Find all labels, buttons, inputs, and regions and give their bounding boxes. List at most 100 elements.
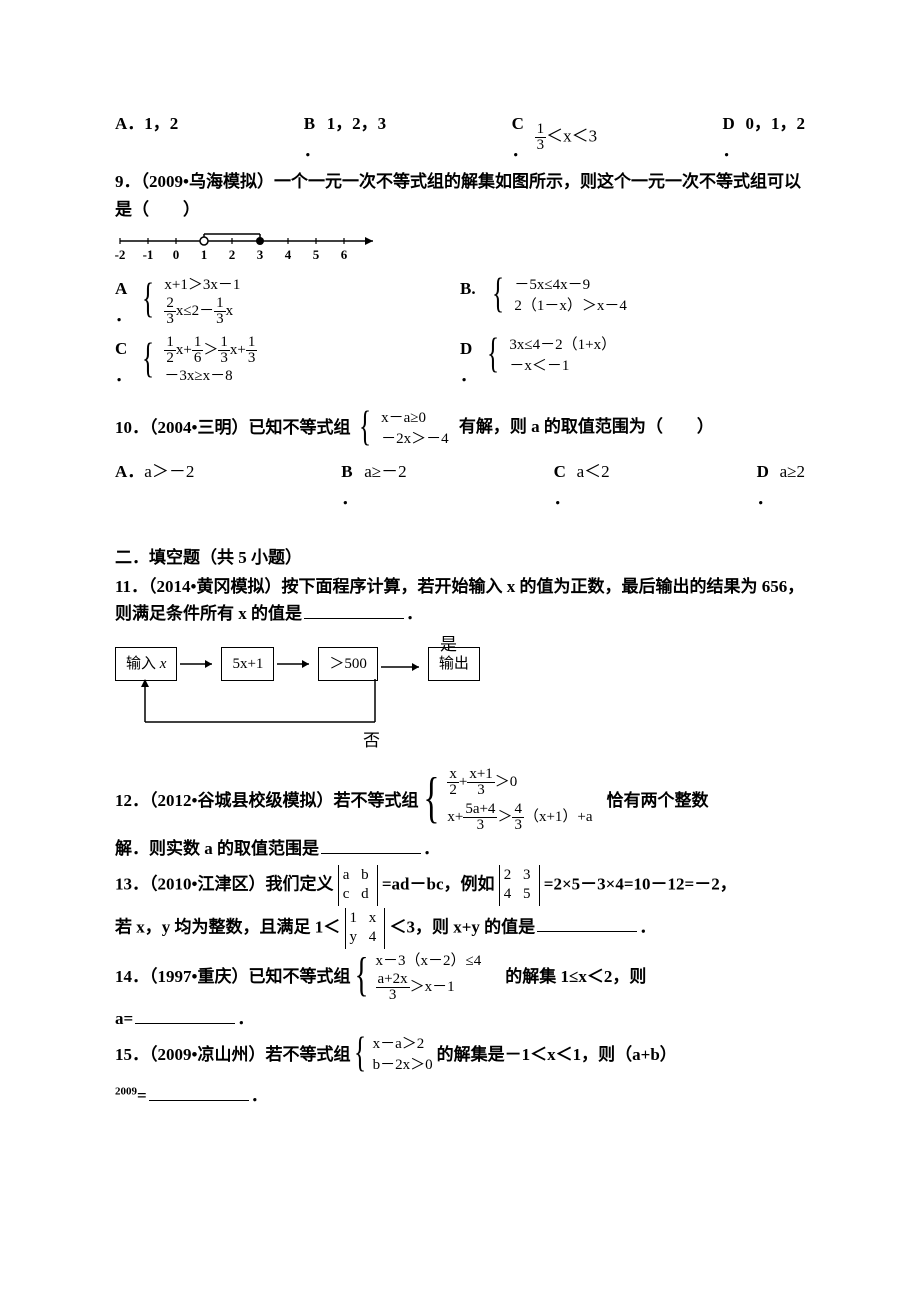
- opt-dot: ．: [512, 141, 529, 160]
- stem-text: a=: [115, 1009, 133, 1028]
- flow-no: 否: [363, 727, 380, 754]
- q9-opt-b: B. { －5x≤4x－9 2（1－x）＞x－4: [460, 275, 805, 317]
- stem-text: 11．（2014•黄冈模拟）按下面程序计算，若开始输入 x 的值为正数，最后输出…: [115, 577, 804, 623]
- opt-text: a＜2: [577, 458, 610, 485]
- answer-blank[interactable]: [135, 1009, 235, 1024]
- sys-line: x+1＞3x－1: [164, 275, 240, 296]
- opt-label: B: [341, 462, 352, 481]
- exponent: 2009: [115, 1085, 137, 1097]
- q14-stem: 14．（1997•重庆）已知不等式组 { x－3（x－2）≤4 a+2x3＞x－…: [115, 951, 805, 1003]
- answer-blank[interactable]: [537, 917, 637, 932]
- sys-line: －x＜－1: [509, 356, 616, 377]
- q8-opt-c: C ． 13＜x＜3: [512, 110, 598, 164]
- q13-line1: 13．（2010•江津区）我们定义 a bc d =ad－bc，例如 2 34 …: [115, 865, 805, 906]
- sys-line: x－3（x－2）≤4: [376, 951, 482, 972]
- opt-label: B: [304, 114, 315, 133]
- q10-options: A．a＞－2 B．a≥－2 C．a＜2 D．a≥2: [115, 458, 805, 512]
- stem-text: 15．（2009•凉山州）若不等式组: [115, 1041, 350, 1068]
- opt-label: C: [115, 339, 127, 358]
- q12-stem-cont: 解．则实数 a 的取值范围是 ．: [115, 835, 805, 862]
- frac-num: 1: [535, 122, 547, 138]
- q9-row2: C． { 12x+16＞13x+13 －3x≥x－8 D． { 3x≤4－2（1…: [115, 335, 805, 389]
- q10-opt-d: D．a≥2: [757, 458, 805, 512]
- flow-loop-arrow: [115, 637, 515, 747]
- stem-text: 解．则实数 a 的取值范围是: [115, 839, 319, 858]
- opt-label: A．: [115, 458, 144, 485]
- q9-row1: A． { x+1＞3x－1 23x≤2－13x B. { －5x≤4x－9 2（…: [115, 275, 805, 329]
- q12-stem: 12．（2012•谷城县校级模拟）若不等式组 { x2+x+13＞0 x+5a+…: [115, 767, 805, 833]
- q11-flowchart: 输入 x 5x+1 ＞500 输出 是 否: [115, 637, 805, 747]
- stem-tail: ．: [423, 839, 440, 858]
- stem-tail: ．: [237, 1009, 254, 1028]
- sys-line: 2（1－x）＞x－4: [514, 296, 627, 317]
- q11-stem: 11．（2014•黄冈模拟）按下面程序计算，若开始输入 x 的值为正数，最后输出…: [115, 573, 805, 627]
- stem-text: 有解，则 a 的取值范围为（ ）: [459, 417, 714, 436]
- opt-dot: ．: [723, 141, 740, 160]
- q8-opt-d: D ． 0，1，2: [723, 110, 806, 164]
- opt-dot: ．: [115, 366, 132, 385]
- opt-dot: ．: [115, 306, 132, 325]
- opt-label: B.: [460, 275, 482, 302]
- svg-text:4: 4: [285, 247, 292, 262]
- q14-stem-cont: a= ．: [115, 1005, 805, 1032]
- answer-blank[interactable]: [149, 1086, 249, 1101]
- sys-line: －5x≤4x－9: [514, 275, 627, 296]
- q9-stem: 9．（2009•乌海模拟）一个一元一次不等式组的解集如图所示，则这个一元一次不等…: [115, 168, 805, 222]
- opt-dot: ．: [304, 141, 321, 160]
- opt-text: a≥2: [780, 458, 805, 485]
- q10-opt-b: B．a≥－2: [341, 458, 406, 512]
- stem-text: 恰有两个整数: [607, 787, 709, 814]
- opt-label: D: [757, 462, 769, 481]
- opt-text: 1，2: [144, 110, 178, 137]
- opt-label: C: [512, 114, 524, 133]
- q8-options: A． 1，2 B ． 1，2，3 C ． 13＜x＜3 D ． 0，1，2: [115, 110, 805, 164]
- svg-text:1: 1: [201, 247, 208, 262]
- q15-stem-cont: 2009= ．: [115, 1082, 805, 1109]
- stem-tail: ．: [251, 1086, 268, 1105]
- q9-opt-c: C． { 12x+16＞13x+13 －3x≥x－8: [115, 335, 460, 389]
- q10-opt-c: C．a＜2: [554, 458, 610, 512]
- section2-title: 二．填空题（共 5 小题）: [115, 544, 805, 571]
- opt-text: 0，1，2: [746, 110, 806, 137]
- opt-label: C: [554, 462, 566, 481]
- svg-text:5: 5: [313, 247, 320, 262]
- q9-opt-a: A． { x+1＞3x－1 23x≤2－13x: [115, 275, 460, 329]
- answer-blank[interactable]: [321, 839, 421, 854]
- q15-stem: 15．（2009•凉山州）若不等式组 { x－a＞2 b－2x＞0 的解集是－1…: [115, 1034, 805, 1076]
- opt-label: D: [723, 114, 735, 133]
- sys-line: 3x≤4－2（1+x）: [509, 335, 616, 356]
- q13-line2: 若 x，y 均为整数，且满足 1＜ 1 xy 4 ＜3，则 x+y 的值是．: [115, 908, 805, 949]
- stem-text: 10．（2004•三明）已知不等式组: [115, 417, 350, 436]
- q8-opt-a: A． 1，2: [115, 110, 178, 137]
- opt-text: a＞－2: [144, 458, 194, 485]
- stem-text: 14．（1997•重庆）已知不等式组: [115, 963, 350, 990]
- stem-tail: ．: [639, 917, 656, 936]
- opt-label: D: [460, 339, 472, 358]
- stem-text: ＜3，则 x+y 的值是: [390, 917, 536, 936]
- stem-text: =: [137, 1086, 147, 1105]
- svg-text:-2: -2: [115, 247, 125, 262]
- opt-label: A．: [115, 110, 144, 137]
- stem-text: 13．（2010•江津区）我们定义: [115, 874, 333, 893]
- sys-line: －3x≥x－8: [164, 366, 257, 387]
- svg-text:6: 6: [341, 247, 348, 262]
- opt-text: 1，2，3: [327, 110, 387, 137]
- frac-den: 3: [535, 138, 547, 153]
- opt-text: ＜x＜3: [546, 126, 597, 145]
- opt-text: a≥－2: [364, 458, 406, 485]
- svg-text:3: 3: [257, 247, 264, 262]
- stem-text: 的解集 1≤x＜2，则: [505, 963, 646, 990]
- svg-text:0: 0: [173, 247, 180, 262]
- q10-opt-a: A．a＞－2: [115, 458, 194, 485]
- stem-text: =ad－bc，例如: [382, 874, 495, 893]
- opt-dot: ．: [460, 366, 477, 385]
- stem-text: 12．（2012•谷城县校级模拟）若不等式组: [115, 787, 418, 814]
- sys-line: b－2x＞0: [373, 1055, 433, 1076]
- sys-line: －2x＞－4: [381, 429, 449, 450]
- q10-stem: 10．（2004•三明）已知不等式组 { x－a≥0 －2x＞－4 有解，则 a…: [115, 408, 805, 450]
- numberline-svg: -2-10123456: [115, 229, 385, 267]
- answer-blank[interactable]: [304, 604, 404, 619]
- stem-text: =2×5－3×4=10－12=－2，: [544, 874, 737, 893]
- svg-text:2: 2: [229, 247, 236, 262]
- sys-line: x－a＞2: [373, 1034, 433, 1055]
